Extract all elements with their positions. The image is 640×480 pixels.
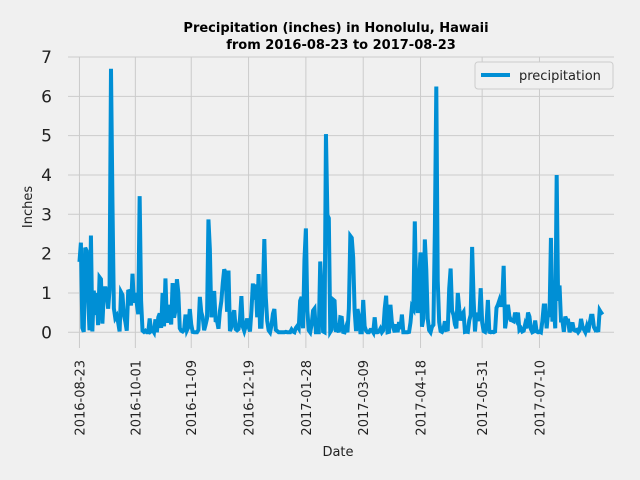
x-tick-label: 2016-08-23 <box>73 360 88 436</box>
series-precipitation <box>77 68 605 339</box>
y-tick-label: 2 <box>41 245 52 265</box>
y-tick-label: 7 <box>41 48 52 68</box>
x-tick-label: 2017-07-10 <box>533 360 548 436</box>
y-tick-label: 4 <box>41 166 52 186</box>
y-axis-ticks: 0 1 2 3 4 5 6 7 <box>41 48 52 343</box>
y-tick-label: 5 <box>41 127 52 147</box>
x-tick-label: 2017-03-09 <box>357 360 372 436</box>
x-tick-label: 2016-12-19 <box>243 360 258 436</box>
x-tick-label: 2016-11-09 <box>185 360 200 436</box>
y-tick-label: 0 <box>41 323 52 343</box>
x-tick-label: 2017-01-28 <box>300 360 315 436</box>
y-tick-label: 3 <box>41 205 52 225</box>
grid <box>68 56 614 348</box>
chart-title: Precipitation (inches) in Honolulu, Hawa… <box>183 21 488 36</box>
legend: precipitation <box>474 61 614 90</box>
x-axis-ticks: 2016-08-23 2016-10-01 2016-11-09 2016-12-19… <box>73 360 548 436</box>
series-line-precipitation <box>77 68 605 339</box>
chart-subtitle: from 2016-08-23 to 2017-08-23 <box>226 38 456 53</box>
y-tick-label: 1 <box>41 284 52 304</box>
x-tick-label: 2017-04-18 <box>415 360 430 436</box>
legend-label-precipitation: precipitation <box>519 69 601 84</box>
y-axis-label: Inches <box>21 186 36 228</box>
x-tick-label: 2017-05-31 <box>476 360 491 436</box>
x-tick-label: 2016-10-01 <box>129 360 144 436</box>
y-tick-label: 6 <box>41 87 52 107</box>
x-axis-label: Date <box>322 445 353 460</box>
legend-box <box>474 61 614 90</box>
